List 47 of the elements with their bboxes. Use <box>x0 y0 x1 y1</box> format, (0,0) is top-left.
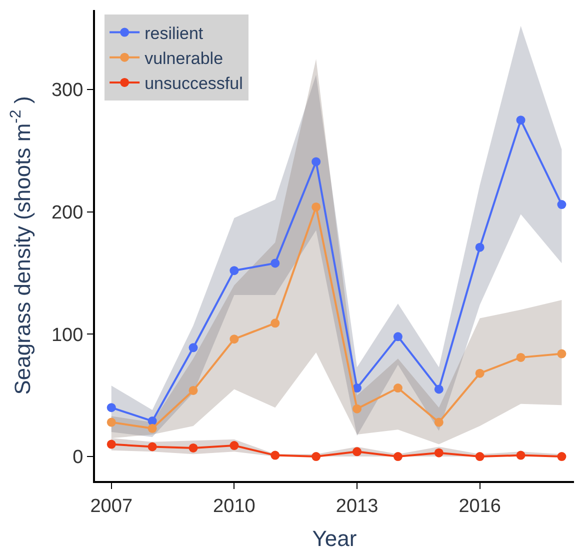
point <box>106 418 116 427</box>
point <box>230 266 239 276</box>
point <box>312 452 321 462</box>
point <box>557 452 566 462</box>
point <box>475 242 484 252</box>
point <box>230 441 239 450</box>
x-tick-label: 2016 <box>458 496 501 517</box>
x-tick-label: 2010 <box>213 496 256 517</box>
point <box>352 447 362 456</box>
point <box>188 386 198 395</box>
point <box>475 452 484 462</box>
point <box>393 452 402 462</box>
x-tick-label: 2007 <box>90 496 133 517</box>
point <box>516 450 526 460</box>
point <box>188 443 198 452</box>
x-axis-title: Year <box>312 526 357 552</box>
point <box>230 334 239 344</box>
legend-label: vulnerable <box>144 48 224 68</box>
point <box>557 349 566 358</box>
point <box>434 418 444 427</box>
point <box>148 416 157 426</box>
legend-label: unsuccessful <box>144 74 243 94</box>
point <box>393 332 402 342</box>
point <box>312 157 321 166</box>
point <box>557 200 566 210</box>
y-tick-label: 200 <box>51 202 84 224</box>
point <box>148 442 157 452</box>
y-tick-label: 100 <box>51 324 84 346</box>
point <box>270 318 280 328</box>
point <box>434 448 444 458</box>
point <box>516 352 526 362</box>
legend-label: resilient <box>144 24 204 43</box>
x-tick-label: 2013 <box>336 496 378 517</box>
point <box>148 424 157 433</box>
point <box>106 440 116 449</box>
point <box>352 404 362 414</box>
point <box>475 368 484 378</box>
point <box>270 258 280 268</box>
y-tick-label: 0 <box>72 447 84 468</box>
point <box>516 116 526 125</box>
point <box>434 384 444 394</box>
point <box>188 343 198 352</box>
point <box>270 450 280 460</box>
point <box>393 384 402 393</box>
point <box>312 202 321 212</box>
point <box>106 403 116 412</box>
y-tick-label: 300 <box>51 80 84 102</box>
